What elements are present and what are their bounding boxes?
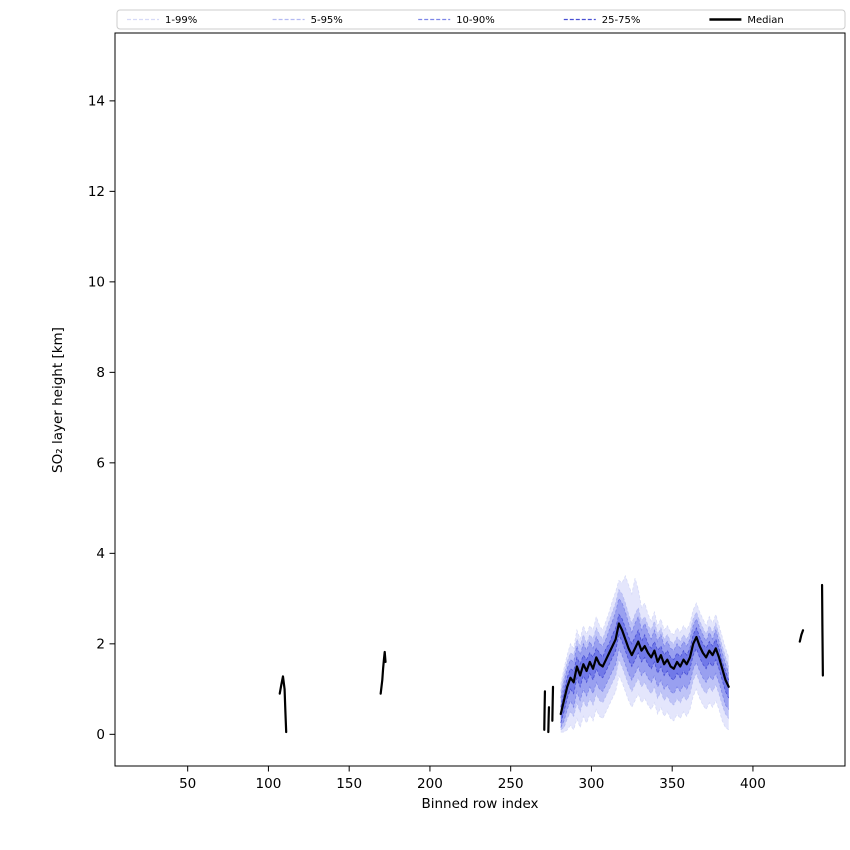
y-tick-label: 0 bbox=[96, 727, 105, 743]
band-p25_75-upper-line bbox=[560, 613, 730, 708]
x-tick-label: 50 bbox=[179, 776, 196, 792]
band-p10_90-lower-line bbox=[560, 647, 730, 728]
median-line bbox=[551, 685, 555, 722]
x-tick-label: 250 bbox=[498, 776, 524, 792]
y-axis-title: SO₂ layer height [km] bbox=[50, 327, 66, 473]
median-line bbox=[278, 675, 288, 734]
legend-item-label: 1-99% bbox=[165, 15, 197, 26]
band-p1_99-lower-line bbox=[560, 674, 729, 733]
x-axis-title: Binned row index bbox=[421, 796, 538, 812]
band-p5_95 bbox=[560, 589, 729, 730]
band-p1_99-upper-line bbox=[560, 574, 730, 685]
band-p5_95-lower-line bbox=[560, 658, 730, 731]
y-tick-label: 4 bbox=[96, 546, 105, 562]
x-tick-label: 150 bbox=[336, 776, 362, 792]
x-tick-label: 400 bbox=[740, 776, 766, 792]
median-line bbox=[379, 650, 387, 695]
band-p10_90-upper-line bbox=[560, 597, 730, 699]
band-p25_75 bbox=[560, 614, 729, 724]
legend-item-label: Median bbox=[747, 15, 783, 26]
x-tick-label: 350 bbox=[659, 776, 685, 792]
y-tick-label: 12 bbox=[88, 184, 105, 200]
x-tick-label: 200 bbox=[417, 776, 443, 792]
legend-item-label: 5-95% bbox=[311, 15, 343, 26]
plot-frame bbox=[114, 32, 846, 767]
legend-box bbox=[116, 9, 846, 30]
y-tick-label: 14 bbox=[88, 93, 105, 109]
median-line bbox=[798, 629, 805, 643]
y-tick-label: 2 bbox=[96, 636, 105, 652]
median-line bbox=[820, 583, 824, 677]
median-line bbox=[547, 706, 551, 734]
y-tick-label: 8 bbox=[96, 365, 105, 381]
y-tick-label: 10 bbox=[88, 274, 105, 290]
band-p5_95-upper-line bbox=[560, 588, 730, 692]
median-line bbox=[543, 690, 547, 731]
median-line bbox=[559, 622, 730, 716]
band-p10_90 bbox=[560, 598, 729, 728]
y-tick-label: 6 bbox=[96, 455, 105, 471]
x-tick-label: 100 bbox=[256, 776, 282, 792]
legend-item-label: 25-75% bbox=[602, 15, 641, 26]
legend-item-label: 10-90% bbox=[456, 15, 495, 26]
x-tick-label: 300 bbox=[579, 776, 605, 792]
band-p25_75-lower-line bbox=[560, 633, 730, 724]
